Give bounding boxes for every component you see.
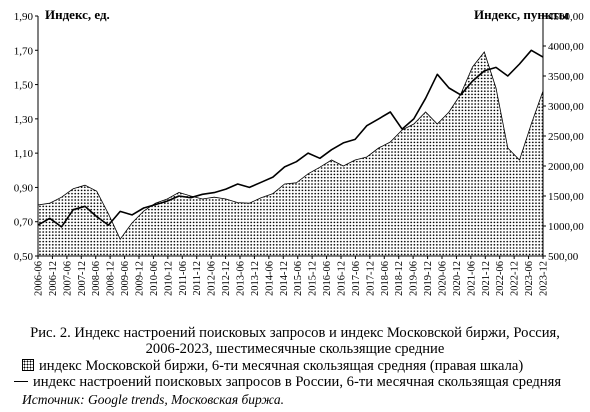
x-tick-label: 2021-12 [481, 261, 492, 296]
legend-item-area: индекс Московской биржи, 6-ти месячная с… [22, 358, 588, 375]
left-tick-label: 1,30 [14, 114, 34, 126]
x-tick-label: 2006-12 [48, 261, 59, 296]
x-tick-label: 2019-12 [423, 261, 434, 296]
x-tick-label: 2020-06 [438, 261, 449, 296]
x-tick-label: 2012-12 [221, 261, 232, 296]
x-tick-label: 2008-12 [106, 261, 117, 296]
legend-line-label: индекс настроений поисковых запросов в Р… [33, 374, 562, 390]
right-tick-label: 4000,00 [548, 41, 584, 53]
right-tick-label: 4500,00 [548, 11, 584, 23]
x-tick-label: 2011-06 [178, 261, 189, 296]
x-tick-label: 2011-12 [192, 261, 203, 296]
series-line-search-sentiment [37, 49, 544, 228]
right-tick-label: 3500,00 [548, 71, 584, 83]
source-note: Источник: Google trends, Московская бирж… [22, 392, 284, 407]
right-tick-label: 500,00 [548, 251, 579, 263]
x-tick-label: 2019-06 [409, 261, 420, 296]
left-tick-label: 1,90 [14, 11, 34, 23]
line-layer [37, 49, 544, 228]
x-tick-label: 2010-12 [163, 261, 174, 296]
x-tick-label: 2016-06 [322, 261, 333, 296]
x-tick-label: 2021-06 [466, 261, 477, 296]
left-tick-label: 0,90 [14, 182, 34, 194]
x-tick-label: 2022-06 [495, 261, 506, 296]
legend-area-label: индекс Московской биржи, 6-ти месячная с… [39, 358, 524, 374]
left-tick-label: 1,70 [14, 45, 34, 57]
left-tick-label: 0,70 [14, 217, 34, 229]
left-tick-label: 1,50 [14, 80, 34, 92]
series-area-moex [37, 51, 544, 257]
x-tick-label: 2007-12 [77, 261, 88, 296]
x-tick-label: 2013-12 [250, 261, 261, 296]
x-tick-label: 2009-06 [120, 261, 131, 296]
right-axis-title: Индекс, пункты [474, 7, 569, 22]
x-tick-label: 2014-06 [264, 261, 275, 296]
x-tick-label: 2009-12 [135, 261, 146, 296]
x-tick-label: 2008-06 [91, 261, 102, 296]
line-swatch-icon [14, 381, 28, 382]
x-tick-label: 2023-06 [524, 261, 535, 296]
x-tick-label: 2023-12 [539, 261, 550, 296]
right-tick-label: 1500,00 [548, 191, 584, 203]
left-tick-label: 1,10 [14, 148, 34, 160]
x-tick-label: 2013-06 [236, 261, 247, 296]
left-axis-title: Индекс, ед. [45, 7, 110, 22]
right-tick-label: 2000,00 [548, 161, 584, 173]
legend-item-line: индекс настроений поисковых запросов в Р… [14, 374, 580, 391]
x-tick-label: 2018-12 [394, 261, 405, 296]
caption-line-2: 2006-2023, шестимесячные скользящие сред… [145, 341, 445, 357]
right-tick-label: 3000,00 [548, 101, 584, 113]
right-tick-label: 2500,00 [548, 131, 584, 143]
x-tick-label: 2022-12 [510, 261, 521, 296]
x-tick-label: 2014-12 [279, 261, 290, 296]
dotted-area-swatch-icon [22, 359, 34, 371]
x-tick-label: 2016-12 [337, 261, 348, 296]
tick-layer: 0,50 0,70 0,90 1,10 1,30 1,50 1,70 1,90 500,00 10… [14, 11, 585, 296]
x-tick-label: 2020-12 [452, 261, 463, 296]
x-tick-label: 2017-06 [351, 261, 362, 296]
x-tick-label: 2018-06 [380, 261, 391, 296]
x-tick-label: 2017-12 [365, 261, 376, 296]
x-tick-label: 2015-06 [293, 261, 304, 296]
area-layer [37, 51, 544, 257]
x-tick-label: 2010-06 [149, 261, 160, 296]
left-tick-label: 0,50 [14, 251, 34, 263]
x-tick-label: 2015-12 [308, 261, 319, 296]
caption-line-1: Рис. 2. Индекс настроений поисковых запр… [30, 325, 560, 341]
right-tick-label: 1000,00 [548, 221, 584, 233]
x-tick-label: 2012-06 [207, 261, 218, 296]
chart: Индекс, ед. Индекс, пункты 0,50 0,70 0,90 1… [14, 7, 585, 296]
x-tick-label: 2006-06 [34, 261, 45, 296]
x-tick-label: 2007-06 [62, 261, 73, 296]
